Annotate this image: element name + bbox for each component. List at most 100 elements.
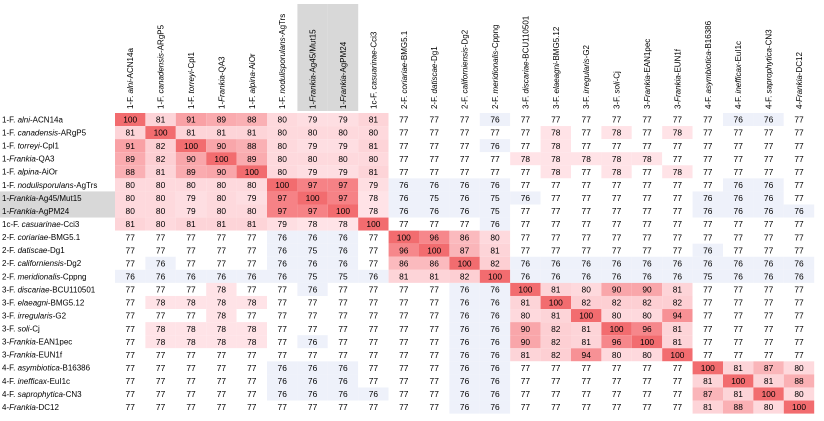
cell-value: 77 (430, 285, 440, 295)
heatmap-cell (631, 322, 663, 336)
cell-value: 100 (579, 311, 593, 321)
cell-value: 91 (126, 141, 136, 151)
cell-value: 77 (642, 232, 652, 242)
heatmap-cell (206, 269, 237, 283)
cell-value: 77 (399, 167, 409, 177)
cell-value: 80 (369, 154, 379, 164)
cell-value: 77 (430, 128, 440, 138)
heatmap-cell (388, 191, 419, 205)
heatmap-cell (662, 335, 693, 349)
cell-value: 76 (673, 258, 683, 268)
cell-value: 79 (369, 180, 379, 190)
heatmap-cell (358, 348, 389, 362)
heatmap-cell (236, 295, 267, 310)
cell-value: 81 (703, 376, 713, 386)
cell-value: 100 (366, 219, 380, 229)
cell-value: 77 (369, 232, 379, 242)
heatmap-cell (601, 178, 632, 192)
cell-value: 77 (612, 232, 622, 242)
heatmap-cell (601, 335, 632, 349)
heatmap-cell (571, 178, 602, 192)
cell-value: 80 (308, 128, 318, 138)
cell-value: 100 (610, 324, 624, 334)
heatmap-cell (723, 282, 754, 296)
cell-value: 77 (551, 206, 561, 216)
heatmap-cell (571, 152, 602, 166)
heatmap-cell (267, 374, 298, 388)
cell-value: 77 (399, 285, 409, 295)
heatmap-cell (601, 126, 632, 140)
cell-value: 78 (217, 298, 227, 308)
cell-value: 78 (612, 154, 622, 164)
cell-value: 77 (430, 402, 440, 412)
heatmap-cell (723, 178, 754, 192)
cell-value: 76 (460, 389, 470, 399)
heatmap-cell (783, 230, 815, 244)
cell-value: 77 (278, 337, 288, 347)
highlight-column-bg (297, 4, 328, 111)
heatmap-cell (358, 204, 389, 218)
heatmap-cell (662, 230, 693, 244)
cell-value: 100 (306, 193, 320, 203)
heatmap-cell (510, 282, 541, 296)
heatmap-cell (783, 139, 815, 153)
heatmap-cell (297, 309, 328, 323)
cell-value: 82 (156, 141, 166, 151)
heatmap-cell (783, 322, 815, 336)
cell-value: 77 (673, 232, 683, 242)
cell-value: 77 (794, 141, 804, 151)
heatmap-cell (540, 191, 571, 205)
cell-value: 77 (338, 337, 348, 347)
heatmap-cell (753, 243, 784, 257)
cell-value: 77 (582, 141, 592, 151)
cell-value: 77 (338, 311, 348, 321)
cell-value: 100 (549, 298, 563, 308)
cell-value: 77 (703, 324, 713, 334)
cell-value: 76 (460, 206, 470, 216)
cell-value: 81 (673, 324, 683, 334)
cell-value: 76 (521, 193, 531, 203)
heatmap-cell (388, 126, 419, 140)
cell-value: 77 (612, 219, 622, 229)
heatmap-cell (662, 178, 693, 192)
cell-value: 77 (551, 219, 561, 229)
cell-value: 76 (490, 350, 500, 360)
cell-value: 77 (642, 193, 652, 203)
cell-value: 77 (399, 219, 409, 229)
heatmap-cell (783, 295, 815, 310)
heatmap-cell (662, 152, 693, 166)
cell-value: 77 (794, 167, 804, 177)
heatmap-cell (449, 269, 480, 283)
heatmap-cell (267, 152, 298, 166)
heatmap-cell (449, 217, 480, 231)
cell-value: 76 (794, 258, 804, 268)
heatmap-cell (601, 387, 632, 401)
cell-value: 77 (430, 298, 440, 308)
heatmap-cell (449, 191, 480, 205)
heatmap-cell (206, 374, 237, 388)
cell-value: 77 (794, 311, 804, 321)
column-label: 1-Frankia-AgPM24 (339, 41, 348, 109)
cell-value: 94 (673, 311, 683, 321)
heatmap-cell (540, 269, 571, 283)
heatmap-cell (236, 256, 267, 270)
cell-value: 77 (642, 402, 652, 412)
cell-value: 76 (703, 206, 713, 216)
cell-value: 80 (794, 363, 804, 373)
cell-value: 77 (278, 324, 288, 334)
cell-value: 77 (764, 219, 774, 229)
column-label: 4-F. inefficax-EuI1c (734, 41, 743, 109)
cell-value: 77 (642, 180, 652, 190)
cell-value: 77 (703, 115, 713, 125)
heatmap-cell (297, 256, 328, 270)
cell-value: 82 (490, 258, 500, 268)
cell-value: 80 (217, 206, 227, 216)
heatmap-cell (631, 113, 663, 127)
cell-value: 77 (399, 324, 409, 334)
cell-value: 76 (490, 115, 500, 125)
heatmap-cell (388, 178, 419, 192)
heatmap-cell (115, 256, 146, 270)
heatmap-cell (662, 400, 693, 414)
cell-value: 81 (217, 219, 227, 229)
heatmap-cell (510, 374, 541, 388)
